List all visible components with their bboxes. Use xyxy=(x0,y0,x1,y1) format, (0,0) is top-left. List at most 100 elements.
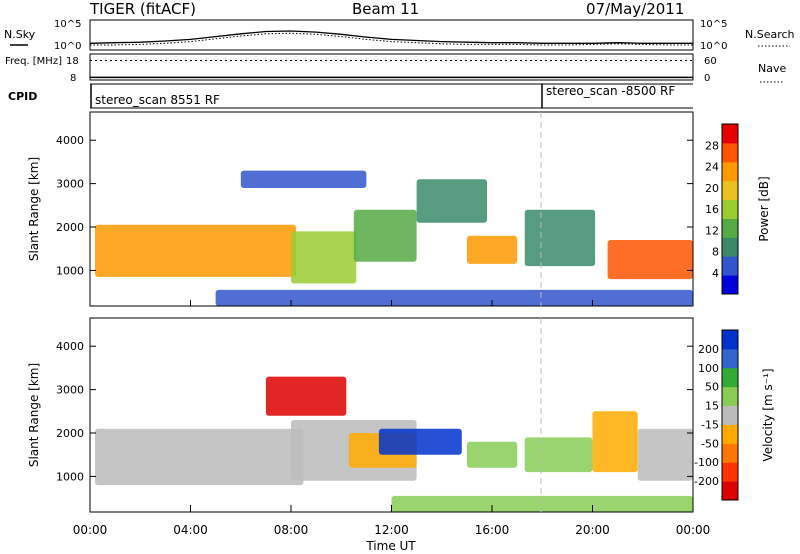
heatmap-region-4 xyxy=(416,179,487,223)
colorbar-swatch-1 xyxy=(722,256,738,276)
colorbar-tick-5: 24 xyxy=(705,161,719,174)
heatmap-region-1 xyxy=(95,428,304,486)
colorbar-tick-1: 100 xyxy=(698,362,719,375)
heatmap-region-2 xyxy=(291,231,357,284)
x-tick-label-6: 00:00 xyxy=(676,523,711,537)
power-colorbar-label: Power [dB] xyxy=(757,176,771,241)
colorbar-tick-2: 50 xyxy=(705,381,719,394)
colorbar-swatch-8 xyxy=(722,124,738,144)
beam-label: Beam 11 xyxy=(352,0,419,18)
cpid-label: CPID xyxy=(8,90,37,103)
velocity-colorbar: 200 100 50 15 -15 -50 -100 -200 xyxy=(694,329,739,501)
heatmap-region-6 xyxy=(524,209,596,267)
heatmap-region-7 xyxy=(592,411,638,473)
noise-right-label: N.Search xyxy=(745,28,795,41)
n-search-series-line xyxy=(90,32,693,46)
heatmap-region-7 xyxy=(607,240,693,280)
colorbar-swatch-2 xyxy=(722,443,738,463)
x-tick-label-5: 20:00 xyxy=(575,523,610,537)
velocity-heatmap xyxy=(95,376,693,512)
y-tick-label-1000: 1000 xyxy=(56,264,84,277)
colorbar-tick-2: 12 xyxy=(705,224,719,237)
colorbar-swatch-1 xyxy=(722,462,738,482)
freq-right-tick-bottom: 0 xyxy=(704,73,710,84)
y-tick-label-3000: 3000 xyxy=(56,384,84,397)
colorbar-tick-4: 20 xyxy=(705,182,719,195)
heatmap-region-4 xyxy=(378,428,462,455)
colorbar-swatch-6 xyxy=(722,367,738,388)
y-tick-label-3000: 3000 xyxy=(56,178,84,191)
colorbar-tick-4: -15 xyxy=(701,418,719,431)
nave-right-label: Nave xyxy=(758,62,786,75)
y-tick-label-2000: 2000 xyxy=(56,427,84,440)
heatmap-region-1 xyxy=(95,224,296,277)
x-tick-label-0: 00:00 xyxy=(73,523,108,537)
power-heatmap xyxy=(95,170,693,306)
colorbar-tick-7: -200 xyxy=(694,475,719,488)
velocity-y-axis-label: Slant Range [km] xyxy=(27,363,41,467)
colorbar-swatch-4 xyxy=(722,199,738,219)
y-tick-label-4000: 4000 xyxy=(56,340,84,353)
colorbar-frame xyxy=(721,123,739,295)
colorbar-swatch-5 xyxy=(722,180,738,201)
colorbar-swatch-2 xyxy=(722,237,738,257)
noise-left-label: N.Sky xyxy=(4,28,36,41)
heatmap-region-10 xyxy=(391,495,693,512)
colorbar-swatch-6 xyxy=(722,161,738,182)
colorbar-swatch-7 xyxy=(722,348,738,369)
colorbar-tick-3: 16 xyxy=(705,203,719,216)
noise-left-tick-bottom: 10^0 xyxy=(54,41,81,52)
heatmap-region-8 xyxy=(215,289,693,306)
freq-left-tick-bottom: 8 xyxy=(70,73,76,84)
y-tick-label-2000: 2000 xyxy=(56,221,84,234)
colorbar-tick-6: -100 xyxy=(694,456,719,469)
colorbar-tick-0: 200 xyxy=(698,343,719,356)
heatmap-region-3 xyxy=(353,209,417,262)
colorbar-swatch-3 xyxy=(722,424,738,444)
colorbar-swatch-0 xyxy=(722,481,738,501)
cpid-segment-2: stereo_scan -8500 RF xyxy=(546,84,675,98)
colorbar-tick-0: 4 xyxy=(712,267,719,280)
cpid-segment-1: stereo_scan 8551 RF xyxy=(95,93,220,107)
power-y-axis-label: Slant Range [km] xyxy=(27,157,41,261)
velocity-colorbar-label: Velocity [m s⁻¹] xyxy=(761,368,775,461)
x-tick-label-4: 16:00 xyxy=(475,523,510,537)
x-tick-label-3: 12:00 xyxy=(374,523,409,537)
freq-panel-frame xyxy=(89,53,694,81)
colorbar-swatch-0 xyxy=(722,275,738,295)
colorbar-swatch-8 xyxy=(722,330,738,350)
time-axis-label: Time UT xyxy=(365,539,416,553)
colorbar-tick-6: 28 xyxy=(705,139,719,152)
freq-left-label: Freq. [MHz] xyxy=(5,56,62,67)
n-sky-series-line xyxy=(89,30,693,44)
x-tick-label-2: 08:00 xyxy=(274,523,309,537)
colorbar-swatch-7 xyxy=(722,142,738,163)
heatmap-region-9 xyxy=(240,170,367,188)
y-tick-label-1000: 1000 xyxy=(56,470,84,483)
colorbar-swatch-5 xyxy=(722,386,738,407)
power-y-axis: 1000 2000 3000 4000 xyxy=(56,134,693,277)
x-tick-label-1: 04:00 xyxy=(173,523,208,537)
noise-right-tick-bottom: 10^0 xyxy=(700,41,727,52)
colorbar-tick-3: 15 xyxy=(705,400,719,413)
noise-panel-frame xyxy=(89,19,694,51)
colorbar-tick-1: 8 xyxy=(712,246,719,259)
heatmap-region-6 xyxy=(524,437,593,473)
power-colorbar: 4 8 12 16 20 24 28 xyxy=(705,123,739,295)
noise-left-tick-top: 10^5 xyxy=(54,19,81,30)
date-label: 07/May/2011 xyxy=(586,0,684,18)
freq-right-tick-top: 60 xyxy=(704,56,717,67)
colorbar-swatch-3 xyxy=(722,218,738,238)
noise-right-tick-top: 10^5 xyxy=(700,19,727,30)
heatmap-region-5 xyxy=(466,441,518,468)
heatmap-region-8 xyxy=(637,428,693,481)
time-x-axis: 00:00 04:00 08:00 12:00 16:00 20:00 00:00 xyxy=(73,300,711,537)
heatmap-region-5 xyxy=(466,235,518,264)
colorbar-tick-5: -50 xyxy=(701,437,719,450)
freq-left-tick-top: 18 xyxy=(66,56,79,67)
colorbar-swatch-4 xyxy=(722,405,738,425)
heatmap-region-9 xyxy=(265,376,347,416)
y-tick-label-4000: 4000 xyxy=(56,134,84,147)
velocity-y-axis: 1000 2000 3000 4000 xyxy=(56,340,693,483)
